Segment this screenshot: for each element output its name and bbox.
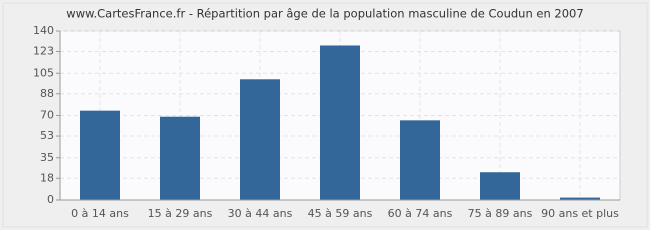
y-tick-label: 53 bbox=[40, 129, 54, 142]
y-tick-label: 88 bbox=[40, 87, 54, 100]
chart-title: www.CartesFrance.fr - Répartition par âg… bbox=[66, 7, 583, 21]
y-tick-label: 0 bbox=[47, 193, 54, 206]
y-tick-label: 18 bbox=[40, 171, 54, 184]
x-tick-label: 45 à 59 ans bbox=[308, 207, 373, 220]
x-tick-label: 15 à 29 ans bbox=[148, 207, 213, 220]
bar bbox=[480, 172, 520, 200]
x-tick-label: 30 à 44 ans bbox=[228, 207, 293, 220]
bar bbox=[320, 45, 360, 200]
chart: www.CartesFrance.fr - Répartition par âg… bbox=[0, 0, 650, 230]
x-tick-label: 90 ans et plus bbox=[541, 207, 619, 220]
y-tick-label: 140 bbox=[33, 24, 54, 37]
bar bbox=[80, 110, 120, 200]
y-tick-label: 70 bbox=[40, 109, 54, 122]
bar bbox=[560, 197, 600, 200]
bar bbox=[160, 116, 200, 200]
x-tick-label: 60 à 74 ans bbox=[388, 207, 453, 220]
y-tick-label: 105 bbox=[33, 66, 54, 79]
x-tick-label: 0 à 14 ans bbox=[71, 207, 129, 220]
y-tick-label: 35 bbox=[40, 151, 54, 164]
bar bbox=[400, 120, 440, 200]
y-tick-label: 123 bbox=[33, 45, 54, 58]
bar bbox=[240, 79, 280, 200]
x-tick-label: 75 à 89 ans bbox=[468, 207, 533, 220]
